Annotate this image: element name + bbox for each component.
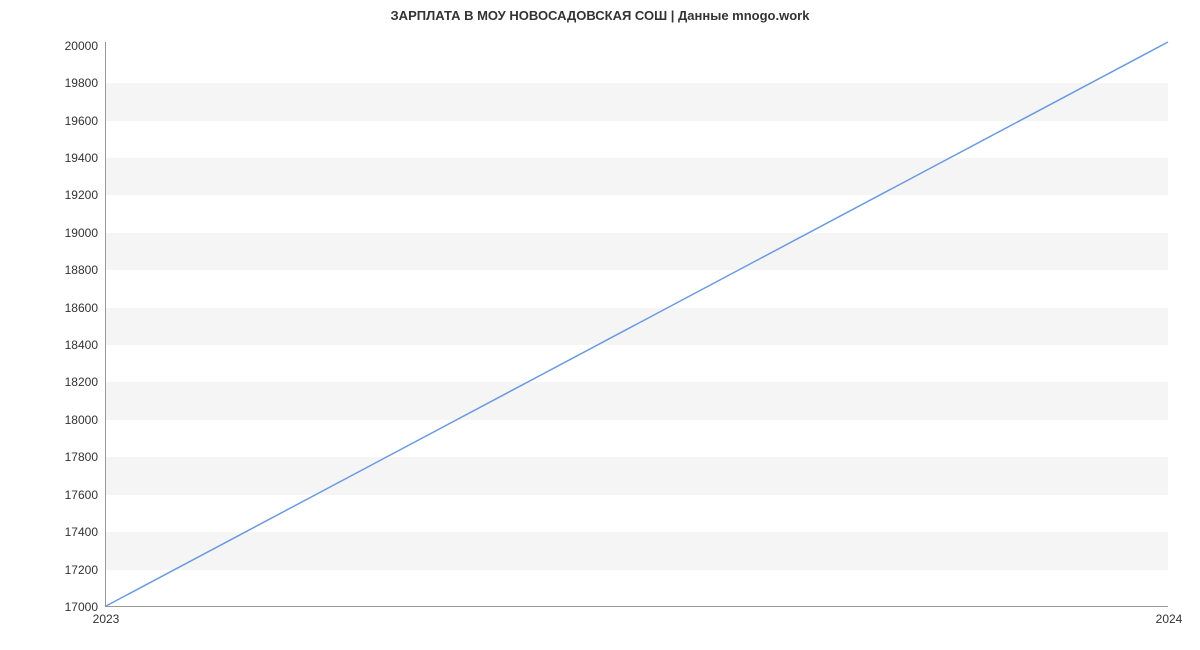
x-tick-label: 2023 [93, 612, 120, 626]
y-tick-label: 18600 [65, 301, 98, 315]
y-tick-label: 17800 [65, 450, 98, 464]
y-tick-label: 18400 [65, 338, 98, 352]
series-line-salary [106, 42, 1168, 606]
chart-title: ЗАРПЛАТА В МОУ НОВОСАДОВСКАЯ СОШ | Данны… [0, 8, 1200, 23]
y-tick-label: 19000 [65, 226, 98, 240]
y-tick-label: 19200 [65, 188, 98, 202]
line-layer [106, 42, 1168, 606]
y-tick-label: 17600 [65, 488, 98, 502]
y-tick-label: 18200 [65, 375, 98, 389]
y-tick-label: 19400 [65, 151, 98, 165]
y-tick-label: 17200 [65, 563, 98, 577]
y-tick-label: 18000 [65, 413, 98, 427]
salary-chart: ЗАРПЛАТА В МОУ НОВОСАДОВСКАЯ СОШ | Данны… [0, 0, 1200, 650]
y-tick-label: 20000 [65, 39, 98, 53]
y-tick-label: 19800 [65, 76, 98, 90]
y-tick-label: 19600 [65, 114, 98, 128]
x-tick-label: 2024 [1156, 612, 1183, 626]
y-tick-label: 17400 [65, 525, 98, 539]
plot-area: 1700017200174001760017800180001820018400… [105, 42, 1168, 607]
y-tick-label: 18800 [65, 263, 98, 277]
